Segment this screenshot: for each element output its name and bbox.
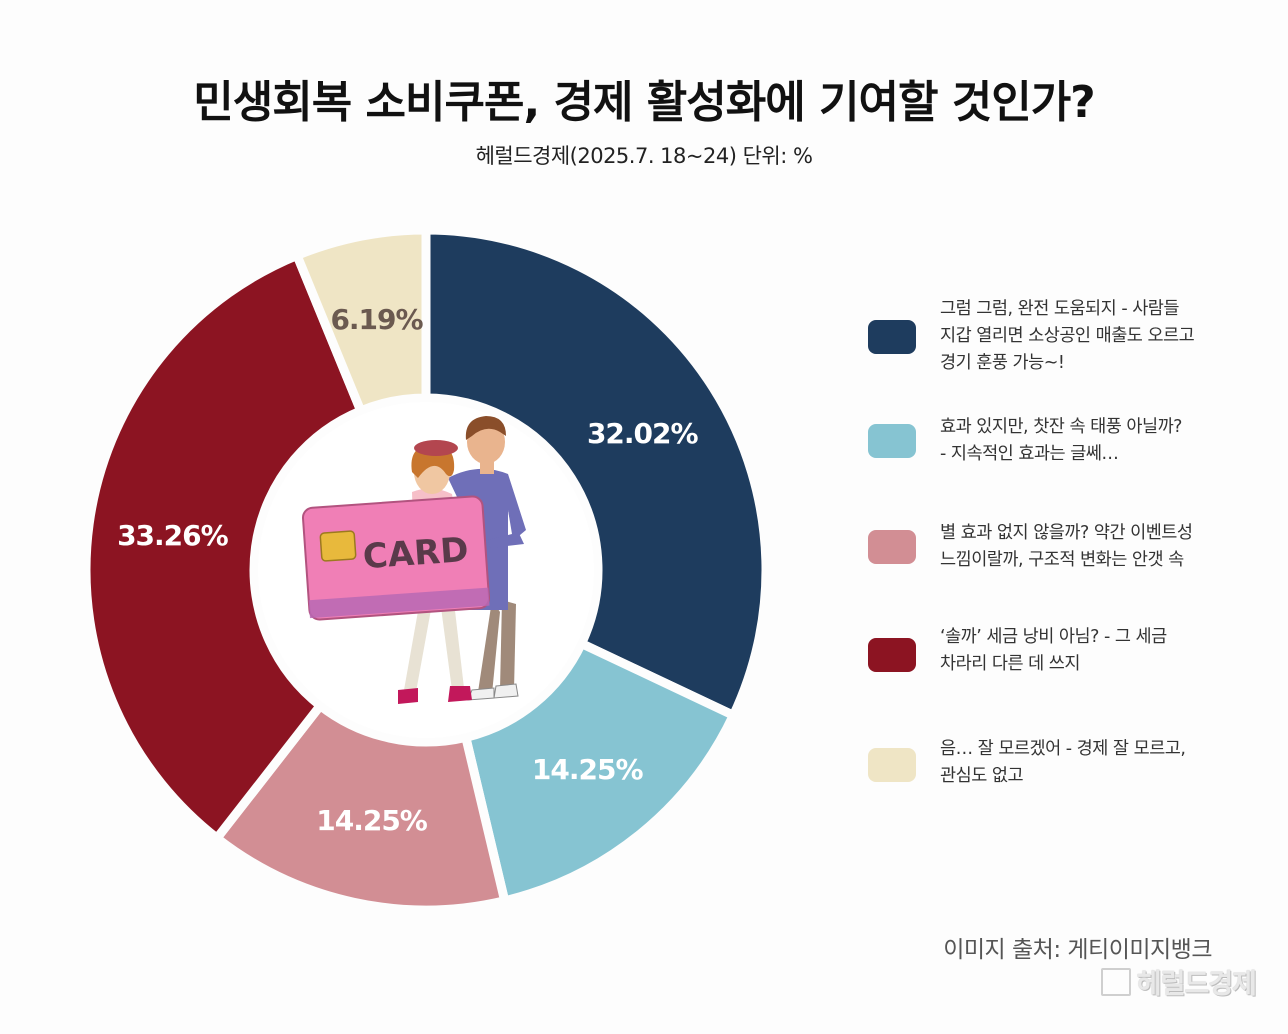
card-couple-illustration: CARD [301, 416, 526, 704]
legend-label: 음… 잘 모르겠어 - 경제 잘 모르고, 관심도 없고 [940, 739, 1186, 786]
segment-help [421, 225, 771, 720]
data-label: 32.02% [587, 417, 699, 450]
watermark: 헤럴드경제 [1100, 962, 1257, 1001]
data-label: 14.25% [316, 804, 428, 837]
legend-swatch [868, 748, 916, 782]
data-label: 14.25% [532, 753, 644, 786]
logo-icon [1100, 968, 1131, 996]
legend-label: 별 효과 없지 않을까? 약간 이벤트성 느낌이랄까, 구조적 변화는 안갯 속 [940, 523, 1193, 570]
page-subtitle: 헤럴드경제(2025.7. 18~24) 단위: % [475, 144, 813, 168]
legend-label: 효과 있지만, 찻잔 속 태풍 아닐까? - 지속적인 효과는 글쎄… [940, 417, 1182, 464]
legend-swatch [868, 530, 916, 564]
watermark-text: 헤럴드경제 [1136, 969, 1257, 1000]
segment-no-effect [212, 701, 510, 915]
legend-label: ‘솔까’ 세금 낭비 아님? - 그 세금 차라리 다른 데 쓰지 [940, 627, 1167, 674]
data-label: 6.19% [330, 303, 423, 336]
segment-unsure [292, 225, 431, 416]
legend-swatch [868, 424, 916, 458]
data-label: 33.26% [117, 519, 229, 552]
legend-swatch [868, 320, 916, 354]
page-title: 민생회복 소비쿠폰, 경제 활성화에 기여할 것인가? [193, 77, 1095, 128]
card-text: CARD [362, 530, 470, 577]
image-source: 이미지 출처: 게티이미지뱅크 [943, 937, 1212, 963]
credit-card: CARD [301, 495, 491, 621]
legend-swatch [868, 638, 916, 672]
legend-label: 그럼 그럼, 완전 도움되지 - 사람들 지갑 열리면 소상공인 매출도 오르고… [940, 299, 1195, 373]
segment-waste [81, 250, 366, 843]
chip-icon [319, 530, 357, 562]
segment-teacup [461, 639, 738, 906]
